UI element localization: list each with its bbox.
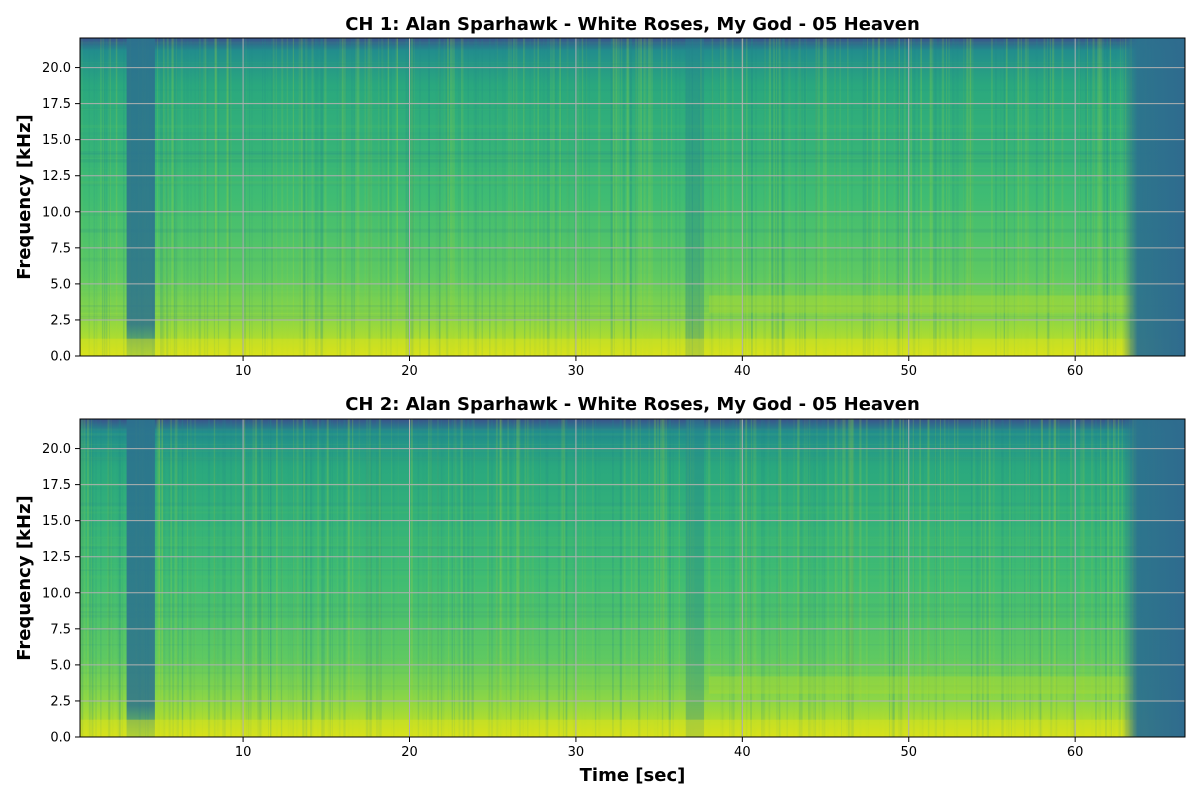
ch1-x-tick-label: 40 bbox=[734, 364, 751, 379]
ch1-y-tick-label: 2.5 bbox=[50, 313, 71, 328]
ch2-y-tick-label: 10.0 bbox=[42, 586, 71, 601]
ch1-y-tick-label: 5.0 bbox=[50, 277, 71, 292]
ch2-y-tick-label: 12.5 bbox=[42, 550, 71, 565]
ch1-x-tick-label: 60 bbox=[1067, 364, 1084, 379]
ch1-y-tick-label: 20.0 bbox=[42, 61, 71, 76]
ch2-x-axis-label: Time [sec] bbox=[580, 765, 686, 786]
ch2-y-tick-label: 5.0 bbox=[50, 658, 71, 673]
ch1-y-tick-label: 15.0 bbox=[42, 133, 71, 148]
ch2-axes-frame bbox=[79, 418, 1186, 738]
ch2-x-tick-label: 20 bbox=[401, 745, 418, 760]
ch2-x-tick-label: 30 bbox=[568, 745, 585, 760]
ch2-y-tick-label: 15.0 bbox=[42, 514, 71, 529]
ch1-y-tick-label: 0.0 bbox=[50, 350, 71, 365]
spectrogram-panel-ch1: 10 20 30 40 50 60 0.0 2.5 5.0 7.5 10.0 12.5 15.0 17.5… bbox=[14, 14, 1186, 379]
ch1-spectrogram-image bbox=[80, 38, 1185, 356]
ch1-y-axis-label: Frequency [kHz] bbox=[14, 114, 35, 280]
ch2-x-tick-label: 60 bbox=[1067, 745, 1084, 760]
ch2-y-tick-label: 20.0 bbox=[42, 442, 71, 457]
spectrogram-panel-ch2: 10 20 30 40 50 60 0.0 2.5 5.0 7.5 10.0 12.5 15.0 17.5… bbox=[14, 394, 1186, 786]
ch2-title: CH 2: Alan Sparhawk - White Roses, My Go… bbox=[345, 394, 920, 415]
ch2-y-tick-label: 7.5 bbox=[50, 622, 71, 637]
ch2-y-tick-label: 2.5 bbox=[50, 694, 71, 709]
ch2-y-tick-label: 0.0 bbox=[50, 731, 71, 746]
ch1-y-tick-label: 7.5 bbox=[50, 241, 71, 256]
ch1-y-tick-label: 17.5 bbox=[42, 97, 71, 112]
ch2-y-axis-label: Frequency [kHz] bbox=[14, 495, 35, 661]
ch2-x-tick-label: 10 bbox=[235, 745, 252, 760]
ch1-x-tick-label: 20 bbox=[401, 364, 418, 379]
ch1-y-tick-label: 10.0 bbox=[42, 205, 71, 220]
ch2-spectrogram-image bbox=[80, 419, 1185, 737]
ch1-title: CH 1: Alan Sparhawk - White Roses, My Go… bbox=[345, 14, 920, 35]
ch2-y-tick-label: 17.5 bbox=[42, 478, 71, 493]
ch1-x-tick-label: 50 bbox=[900, 364, 917, 379]
ch1-y-tick-label: 12.5 bbox=[42, 169, 71, 184]
ch1-x-tick-label: 30 bbox=[568, 364, 585, 379]
ch2-x-tick-label: 40 bbox=[734, 745, 751, 760]
ch1-x-tick-label: 10 bbox=[235, 364, 252, 379]
ch1-axes-frame bbox=[79, 37, 1186, 357]
ch2-x-tick-label: 50 bbox=[900, 745, 917, 760]
ch1-grid bbox=[80, 38, 1185, 357]
ch2-grid bbox=[80, 419, 1185, 738]
